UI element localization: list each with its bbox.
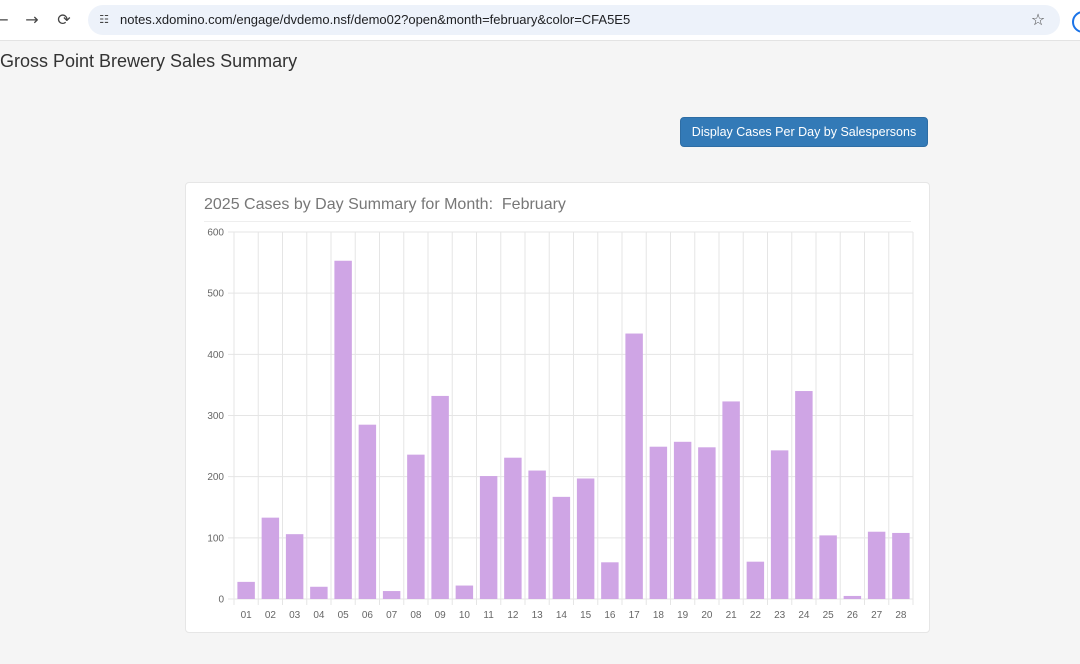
profile-icon[interactable] [1072, 11, 1080, 33]
x-tick-label: 01 [241, 610, 253, 621]
x-tick-label: 05 [338, 610, 350, 621]
bar [237, 581, 255, 599]
bar [649, 446, 668, 599]
bar [528, 470, 546, 599]
bar [770, 450, 789, 599]
x-tick-label: 21 [726, 610, 738, 621]
bar [795, 391, 813, 599]
chart-panel: 2025 Cases by Day Summary for Month: Feb… [185, 182, 930, 633]
bar [843, 595, 862, 599]
address-bar[interactable]: ☷ notes.xdomino.com/engage/dvdemo.nsf/de… [88, 5, 1060, 35]
x-tick-label: 16 [604, 610, 616, 621]
title-divider [204, 221, 911, 222]
x-tick-label: 04 [313, 610, 325, 621]
x-tick-label: 26 [847, 610, 859, 621]
x-tick-label: 02 [265, 610, 277, 621]
x-tick-label: 12 [507, 610, 519, 621]
y-tick-label: 200 [207, 472, 224, 483]
x-tick-label: 20 [701, 610, 713, 621]
y-tick-label: 100 [207, 533, 224, 544]
x-tick-label: 23 [774, 610, 786, 621]
x-tick-label: 17 [629, 610, 641, 621]
x-tick-label: 27 [871, 610, 883, 621]
page-title: Gross Point Brewery Sales Summary [0, 51, 298, 71]
browser-toolbar: ← → ⟳ ☷ notes.xdomino.com/engage/dvdemo.… [0, 0, 1080, 41]
x-tick-label: 11 [483, 610, 494, 621]
x-tick-label: 09 [435, 610, 447, 621]
bar [431, 395, 449, 599]
bar [601, 562, 619, 599]
site-info-icon[interactable]: ☷ [99, 13, 109, 26]
x-tick-label: 07 [386, 610, 398, 621]
reload-icon[interactable]: ⟳ [57, 10, 71, 29]
x-tick-label: 28 [895, 610, 907, 621]
url-text[interactable]: notes.xdomino.com/engage/dvdemo.nsf/demo… [120, 12, 631, 27]
x-tick-label: 22 [750, 610, 762, 621]
bar [504, 457, 522, 599]
y-tick-label: 400 [207, 350, 224, 361]
y-tick-label: 300 [207, 411, 224, 422]
bar [358, 424, 377, 599]
display-cases-per-day-button[interactable]: Display Cases Per Day by Salespersons [680, 117, 928, 147]
x-tick-label: 25 [823, 610, 835, 621]
bar [746, 561, 765, 599]
y-tick-label: 0 [218, 595, 224, 606]
bar [310, 586, 328, 599]
x-tick-label: 06 [362, 610, 374, 621]
bar [625, 333, 643, 599]
bar [819, 535, 837, 599]
bar [479, 476, 498, 599]
bar [576, 478, 595, 599]
bar [334, 260, 352, 599]
x-tick-label: 13 [532, 610, 544, 621]
bar [892, 532, 910, 599]
bar [407, 454, 425, 599]
bar [455, 585, 474, 599]
bar-chart: 0 100 200 300 400 500 600 01 02 03 04 05 06 07 08 09 10 1… [207, 228, 914, 621]
forward-icon[interactable]: → [25, 10, 39, 29]
x-tick-label: 14 [556, 610, 568, 621]
x-tick-label: 10 [459, 610, 471, 621]
back-icon[interactable]: ← [0, 10, 9, 29]
bar [261, 517, 280, 599]
bar [867, 531, 886, 599]
bar [673, 441, 692, 599]
x-tick-label: 19 [677, 610, 689, 621]
bookmark-star-icon[interactable]: ☆ [1030, 10, 1046, 29]
y-tick-label: 600 [207, 228, 224, 239]
bar [382, 591, 401, 599]
x-tick-label: 18 [653, 610, 665, 621]
bar [552, 496, 571, 599]
x-tick-label: 24 [798, 610, 810, 621]
x-tick-label: 08 [410, 610, 422, 621]
bar [698, 447, 716, 599]
x-tick-label: 15 [580, 610, 592, 621]
bar [285, 534, 304, 599]
chart-title: 2025 Cases by Day Summary for Month: Feb… [204, 196, 566, 213]
x-tick-label: 03 [289, 610, 301, 621]
bar [722, 401, 740, 599]
y-tick-label: 500 [207, 289, 224, 300]
